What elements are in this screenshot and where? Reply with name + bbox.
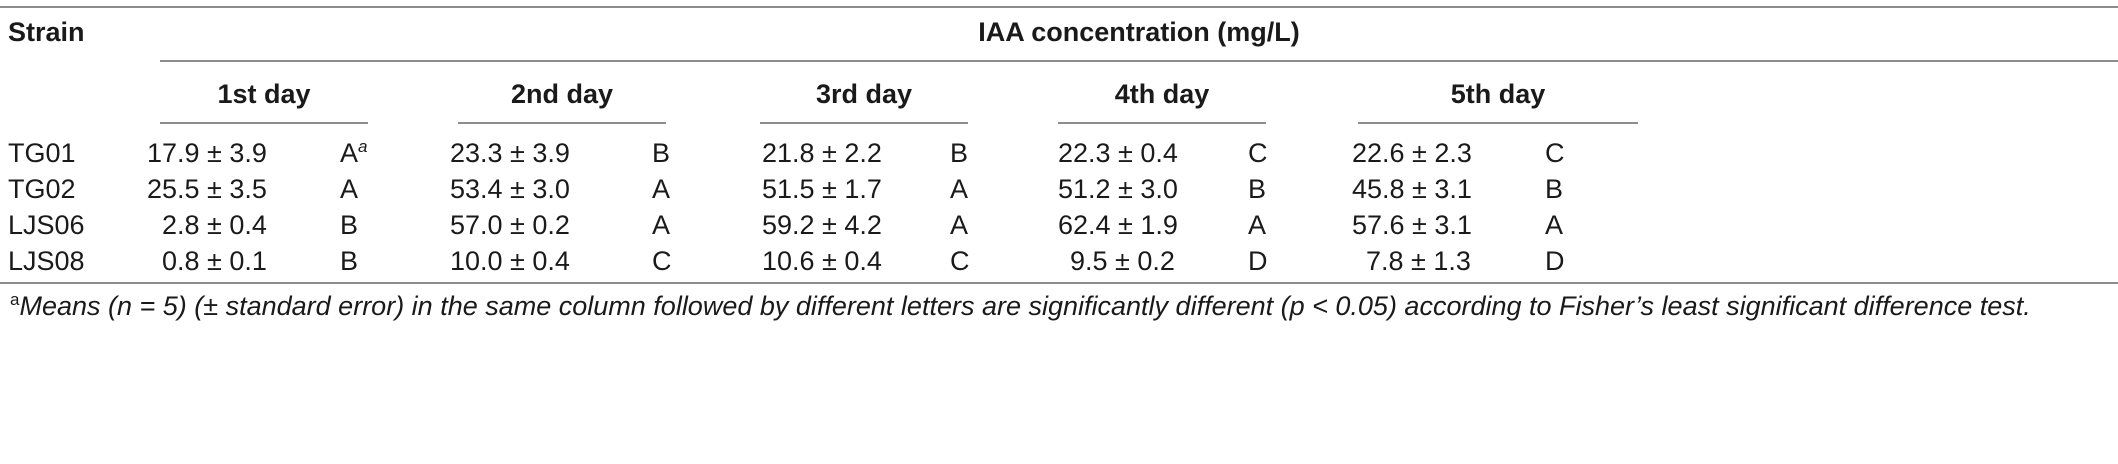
row-value-day-2: 57.0 ± 0.2 [450, 210, 570, 240]
row-letter-day-1: Aa [340, 137, 367, 169]
row-value-day-2: 23.3 ± 3.9 [450, 138, 570, 168]
row-letter-day-1: B [340, 210, 359, 240]
row-value-day-3: 51.5 ± 1.7 [762, 174, 882, 204]
row-letter-day-3: B [950, 138, 969, 168]
row-letter-day-4: D [1248, 246, 1268, 276]
footnote-mark: a [10, 290, 20, 309]
row-letter-day-2: C [652, 246, 672, 276]
row-value-day-1: 25.5 ± 3.5 [147, 174, 267, 204]
footnote-text: Means (n = 5) (± standard error) in the … [19, 291, 2031, 321]
row-letter-day-4: A [1248, 210, 1267, 240]
row-letter-day-5: A [1545, 210, 1564, 240]
header-strain: Strain [8, 17, 85, 47]
day-5-rule [1358, 122, 1638, 124]
row-strain: TG02 [8, 174, 76, 204]
row-letter-day-4: B [1248, 174, 1267, 204]
row-value-day-4: 22.3 ± 0.4 [1058, 138, 1178, 168]
row-value-day-1: 17.9 ± 3.9 [147, 138, 267, 168]
row-letter-day-2: A [652, 210, 671, 240]
row-value-day-3: 10.6 ± 0.4 [762, 246, 882, 276]
row-strain: LJS08 [8, 246, 85, 276]
header-day-1: 1st day [217, 79, 311, 109]
row-value-day-4: 62.4 ± 1.9 [1058, 210, 1178, 240]
row-letter-text: A [340, 138, 359, 168]
footnote-reference-mark: a [358, 137, 368, 156]
row-strain: TG01 [8, 138, 76, 168]
row-value-day-1: 2.8 ± 0.4 [162, 210, 267, 240]
table-footnote: aMeans (n = 5) (± standard error) in the… [10, 290, 2108, 322]
row-value-day-5: 45.8 ± 3.1 [1352, 174, 1472, 204]
day-4-rule [1058, 122, 1266, 124]
row-letter-day-2: B [652, 138, 671, 168]
row-value-day-3: 21.8 ± 2.2 [762, 138, 882, 168]
row-value-day-5: 7.8 ± 1.3 [1366, 246, 1471, 276]
row-letter-day-5: B [1545, 174, 1564, 204]
header-day-3: 3rd day [815, 79, 913, 109]
row-letter-day-4: C [1248, 138, 1268, 168]
row-value-day-3: 59.2 ± 4.2 [762, 210, 882, 240]
group-header-rule [160, 60, 2118, 62]
day-3-rule [760, 122, 968, 124]
row-value-day-1: 0.8 ± 0.1 [162, 246, 267, 276]
row-letter-day-1: A [340, 174, 359, 204]
row-strain: LJS06 [8, 210, 85, 240]
row-value-day-4: 9.5 ± 0.2 [1070, 246, 1175, 276]
day-1-rule [160, 122, 368, 124]
row-letter-day-2: A [652, 174, 671, 204]
row-value-day-5: 22.6 ± 2.3 [1352, 138, 1472, 168]
day-2-rule [458, 122, 666, 124]
row-letter-day-1: B [340, 246, 359, 276]
row-letter-day-3: A [950, 210, 969, 240]
header-day-2: 2nd day [510, 79, 614, 109]
table-bottom-rule [0, 282, 2118, 284]
row-letter-day-3: A [950, 174, 969, 204]
row-letter-day-3: C [950, 246, 970, 276]
header-iaa-concentration: IAA concentration (mg/L) [978, 17, 1300, 47]
row-value-day-2: 10.0 ± 0.4 [450, 246, 570, 276]
table-top-rule [0, 6, 2118, 8]
header-day-5: 5th day [1450, 79, 1546, 109]
row-value-day-4: 51.2 ± 3.0 [1058, 174, 1178, 204]
row-letter-day-5: D [1545, 246, 1565, 276]
row-letter-day-5: C [1545, 138, 1565, 168]
row-value-day-2: 53.4 ± 3.0 [450, 174, 570, 204]
row-value-day-5: 57.6 ± 3.1 [1352, 210, 1472, 240]
header-day-4: 4th day [1114, 79, 1210, 109]
